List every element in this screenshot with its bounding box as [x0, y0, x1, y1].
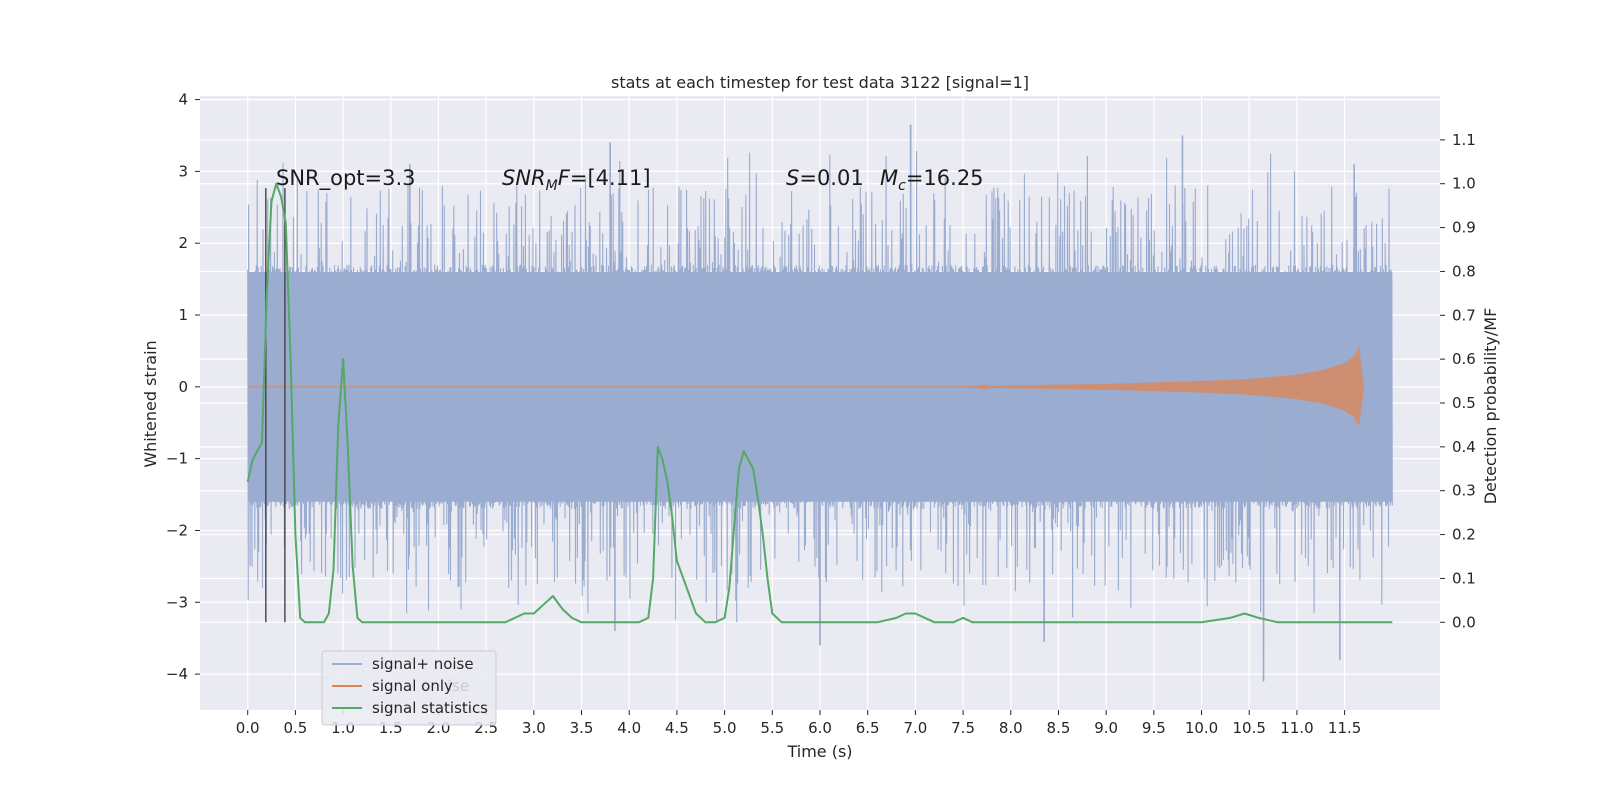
x-tick-label: 10.5 — [1233, 719, 1266, 737]
y-axis-right-label: Detection probability/MF — [1481, 308, 1500, 505]
y-tick-label-left: −4 — [166, 665, 188, 683]
y-tick-label-left: 0 — [178, 378, 188, 396]
y-tick-label-right: 0.8 — [1452, 262, 1476, 280]
x-axis-ticks: 0.0 0.5 1.0 1.5 2.0 2.5 3.0 3.5 4.0 4.5 5.0 5.5 6.0 6… — [236, 710, 1361, 737]
x-tick-label: 6.0 — [808, 719, 832, 737]
x-tick-label: 8.0 — [999, 719, 1023, 737]
x-tick-label: 11.5 — [1328, 719, 1361, 737]
y-tick-label-right: 0.6 — [1452, 350, 1476, 368]
x-tick-label: 7.0 — [903, 719, 927, 737]
x-tick-label: 9.5 — [1142, 719, 1166, 737]
x-tick-label: 8.5 — [1047, 719, 1071, 737]
signal-statistics-series — [246, 182, 1393, 624]
x-tick-label: 5.0 — [713, 719, 737, 737]
y-tick-label-right: 0.7 — [1452, 306, 1476, 324]
legend-ghost-text: ise — [448, 677, 469, 695]
y-tick-label-right: 0.9 — [1452, 219, 1476, 237]
y-tick-label-right: 0.1 — [1452, 569, 1476, 587]
chart-title: stats at each timestep for test data 312… — [611, 73, 1029, 92]
x-tick-label: 4.5 — [665, 719, 689, 737]
signal-statistics-line — [246, 182, 1393, 624]
annotation-snr-mf: SNRMF=[4.11] — [502, 166, 651, 194]
x-tick-label: 0.0 — [236, 719, 260, 737]
y-tick-label-left: −2 — [166, 521, 188, 539]
annotation-snr-mf-value: [4.11] — [587, 166, 650, 190]
y-tick-label-left: −3 — [166, 593, 188, 611]
y-tick-label-right: 0.3 — [1452, 482, 1476, 500]
signal-only-series — [247, 347, 1365, 426]
annotation-mc-value: =16.25 — [906, 166, 984, 190]
y-tick-label-left: 2 — [178, 234, 188, 252]
x-tick-label: 6.5 — [856, 719, 880, 737]
x-axis-label: Time (s) — [786, 742, 852, 761]
annotation-s-value: =0.01 — [799, 166, 863, 190]
x-tick-label: 9.0 — [1094, 719, 1118, 737]
y-tick-label-right: 0.0 — [1452, 613, 1476, 631]
signal-only-line — [247, 347, 1365, 426]
y-tick-label-right: 0.2 — [1452, 526, 1476, 544]
y-tick-label-left: −1 — [166, 450, 188, 468]
x-tick-label: 3.0 — [522, 719, 546, 737]
y-tick-label-left: 1 — [178, 306, 188, 324]
annotation-s: S=0.01 — [786, 166, 864, 190]
x-tick-label: 0.5 — [283, 719, 307, 737]
y-tick-label-right: 1.1 — [1452, 131, 1476, 149]
x-tick-label: 10.0 — [1185, 719, 1218, 737]
legend: ise signal+ noise signal only signal sta… — [321, 650, 497, 726]
y-axis-right-ticks: 0.0 0.1 0.2 0.3 0.4 0.5 0.6 0.7 0.8 0.9 1.0 1.1 — [1440, 131, 1476, 631]
x-tick-label: 11.0 — [1280, 719, 1313, 737]
x-tick-label: 7.5 — [951, 719, 975, 737]
y-axis-left-label: Whitened strain — [141, 340, 160, 467]
y-tick-label-right: 0.4 — [1452, 438, 1476, 456]
legend-label-signal-noise: signal+ noise — [372, 655, 474, 673]
annotation-mc: Mc=16.25 — [880, 166, 984, 194]
legend-box — [321, 650, 497, 726]
y-tick-label-right: 1.0 — [1452, 175, 1476, 193]
x-tick-label: 3.5 — [570, 719, 594, 737]
legend-label-signal-statistics: signal statistics — [372, 699, 488, 717]
x-tick-label: 4.0 — [617, 719, 641, 737]
vertical-markers — [265, 188, 286, 623]
x-tick-label: 5.5 — [760, 719, 784, 737]
legend-label-signal-only: signal only — [372, 677, 453, 695]
y-tick-label-left: 4 — [178, 91, 188, 109]
annotation-snr-opt: SNR_opt=3.3 — [276, 166, 416, 191]
y-axis-left-ticks: −4 −3 −2 −1 0 1 2 3 4 — [166, 91, 200, 683]
y-tick-label-right: 0.5 — [1452, 394, 1476, 412]
y-tick-label-left: 3 — [178, 162, 188, 180]
